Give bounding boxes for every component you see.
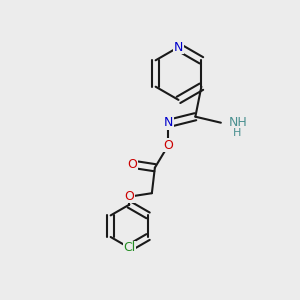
Text: O: O: [128, 158, 137, 171]
Text: O: O: [164, 139, 173, 152]
Text: H: H: [233, 128, 242, 138]
Text: Cl: Cl: [123, 241, 136, 254]
Text: O: O: [124, 190, 134, 203]
Text: N: N: [164, 116, 173, 129]
Text: NH: NH: [228, 116, 247, 129]
Text: N: N: [174, 40, 183, 54]
